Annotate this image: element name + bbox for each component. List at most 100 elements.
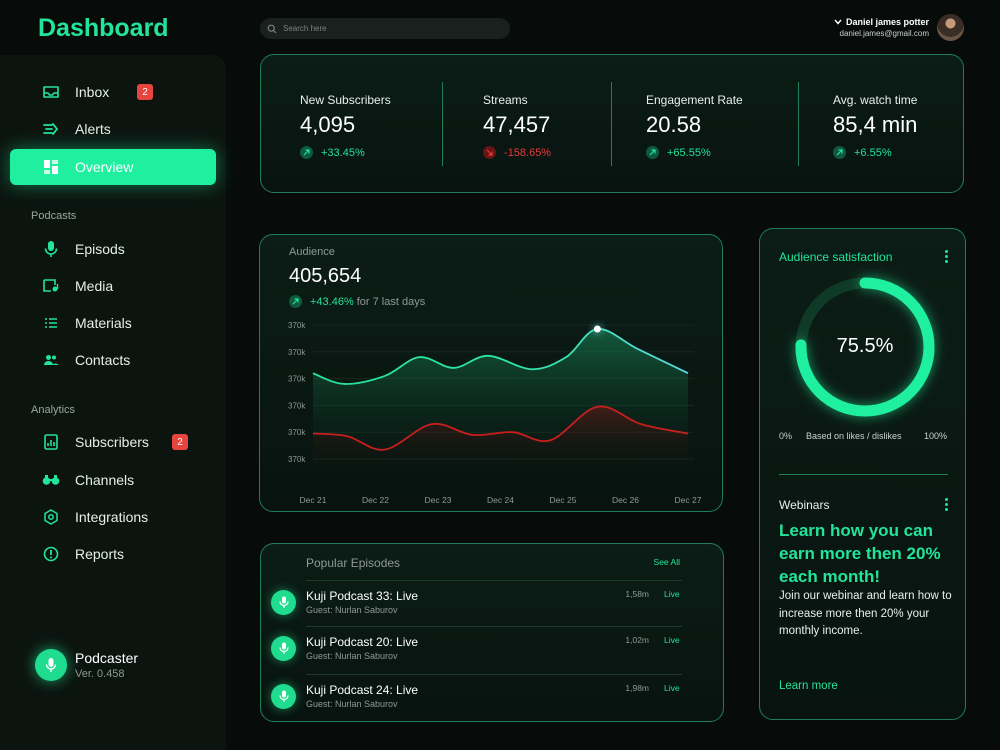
stat-value: 85,4 min — [833, 112, 918, 137]
stat-value: 4,095 — [300, 112, 356, 137]
gauge-min-label: 0% — [779, 431, 793, 441]
stat-streams: Streams 47,457 -158.65% — [483, 93, 551, 159]
stat-value: 47,457 — [483, 112, 551, 137]
x-tick-label: Dec 23 — [425, 495, 452, 505]
episode-name: Kuji Podcast 33: Live — [306, 589, 419, 603]
chevron-down-icon[interactable] — [834, 19, 842, 25]
stat-label: Engagement Rate — [646, 93, 743, 107]
podcaster-title: Podcaster — [75, 650, 139, 666]
sidebar-item-contacts[interactable]: Contacts — [10, 342, 216, 378]
contacts-icon — [41, 350, 61, 370]
x-tick-label: Dec 27 — [675, 495, 702, 505]
satisfaction-title: Audience satisfaction — [779, 250, 893, 264]
sidebar-item-reports[interactable]: Reports — [10, 536, 216, 572]
sidebar-item-materials[interactable]: Materials — [10, 305, 216, 341]
episode-guest: Guest: Nurlan Saburov — [306, 699, 398, 709]
y-tick-label: 370k — [288, 321, 306, 330]
divider — [798, 82, 799, 166]
series-line[interactable] — [312, 405, 689, 451]
audience-chart[interactable]: 370k 370k 370k 370k 370k 370k Dec 21 Dec 22 Dec… — [260, 235, 724, 513]
episode-name: Kuji Podcast 20: Live — [306, 635, 419, 649]
podcaster-version: Ver. 0.458 — [75, 668, 125, 680]
episode-status: Live — [664, 589, 680, 599]
sidebar-item-alerts[interactable]: Alerts — [10, 111, 216, 147]
sidebar-item-label: Alerts — [75, 121, 111, 137]
webinars-label: Webinars — [779, 498, 830, 512]
stat-label: Avg. watch time — [833, 93, 918, 107]
app-logo: Dashboard — [38, 14, 169, 42]
sidebar-item-inbox[interactable]: Inbox 2 — [10, 74, 216, 110]
series-line[interactable] — [312, 328, 689, 385]
sidebar-item-episods[interactable]: Episods — [10, 231, 216, 267]
more-vertical-icon[interactable] — [944, 498, 948, 511]
sidebar-item-label: Overview — [75, 159, 134, 175]
x-tick-label: Dec 22 — [362, 495, 389, 505]
list-item[interactable]: Kuji Podcast 24: Live Guest: Nurlan Sabu… — [261, 674, 725, 720]
webinars-body: Join our webinar and learn how to increa… — [779, 590, 952, 637]
arrow-up-right-icon — [300, 146, 313, 159]
stat-engagement-rate: Engagement Rate 20.58 +65.55% — [646, 93, 743, 159]
podcaster-profile[interactable]: Podcaster Ver. 0.458 — [35, 649, 138, 681]
episode-listens: 1,98m — [625, 683, 649, 693]
media-icon — [41, 276, 61, 296]
y-tick-label: 370k — [288, 428, 306, 437]
stats-card: New Subscribers 4,095 +33.45% Streams 47… — [260, 54, 964, 193]
search-input[interactable] — [283, 24, 503, 33]
integrations-icon — [41, 507, 61, 527]
avatar[interactable] — [937, 14, 964, 41]
popular-episodes-title: Popular Episodes — [306, 556, 401, 570]
episode-guest: Guest: Nurlan Saburov — [306, 651, 398, 661]
divider — [611, 82, 612, 166]
sidebar-item-channels[interactable]: Channels — [10, 462, 216, 498]
gauge-caption: Based on likes / dislikes — [806, 431, 902, 441]
satisfaction-value: 75.5% — [836, 335, 894, 357]
x-tick-label: Dec 25 — [550, 495, 577, 505]
y-tick-label: 370k — [288, 375, 306, 384]
sidebar: Inbox 2 Alerts Overview Podcasts Episods… — [0, 55, 226, 750]
stat-change: +65.55% — [646, 146, 743, 159]
stat-label: Streams — [483, 93, 528, 107]
stat-new-subscribers: New Subscribers 4,095 +33.45% — [300, 93, 391, 159]
sidebar-item-label: Media — [75, 278, 114, 294]
subscribers-icon — [41, 432, 61, 452]
episode-status: Live — [664, 635, 680, 645]
sidebar-item-media[interactable]: Media — [10, 268, 216, 304]
audience-card: Audience 405,654 +43.46% for 7 last days… — [259, 234, 723, 512]
search-bar[interactable] — [260, 18, 510, 39]
sidebar-item-label: Episods — [75, 241, 125, 257]
see-all-link[interactable]: See All — [653, 557, 680, 567]
list-item[interactable]: Kuji Podcast 20: Live Guest: Nurlan Sabu… — [261, 626, 725, 672]
divider — [442, 82, 443, 166]
sidebar-item-integrations[interactable]: Integrations — [10, 499, 216, 535]
satisfaction-gauge — [795, 277, 935, 417]
x-tick-label: Dec 26 — [612, 495, 639, 505]
x-tick-label: Dec 24 — [487, 495, 514, 505]
section-label-analytics: Analytics — [31, 404, 76, 416]
search-icon — [267, 23, 279, 35]
user-email: daniel.james@gmail.com — [839, 29, 930, 38]
inbox-icon — [41, 82, 61, 102]
user-info[interactable]: Daniel james potter daniel.james@gmail.c… — [834, 17, 929, 38]
y-tick-label: 370k — [288, 401, 306, 410]
y-tick-label: 370k — [288, 455, 306, 464]
audience-label: Audience — [289, 246, 335, 258]
sidebar-item-subscribers[interactable]: Subscribers 2 — [10, 424, 216, 460]
more-vertical-icon[interactable] — [944, 250, 948, 263]
microphone-icon — [271, 684, 296, 709]
list-item[interactable]: Kuji Podcast 33: Live Guest: Nurlan Sabu… — [261, 580, 725, 626]
microphone-icon — [41, 239, 61, 259]
overview-icon — [41, 157, 61, 177]
x-tick-label: Dec 21 — [300, 495, 327, 505]
highlight-point[interactable] — [593, 325, 601, 333]
episode-listens: 1,58m — [625, 589, 649, 599]
learn-more-link[interactable]: Learn more — [779, 680, 838, 692]
inbox-badge: 2 — [137, 84, 153, 100]
episode-listens: 1,02m — [625, 635, 649, 645]
y-tick-label: 370k — [288, 348, 306, 357]
sidebar-item-label: Reports — [75, 546, 125, 562]
alerts-icon — [41, 119, 61, 139]
user-menu[interactable]: Daniel james potter daniel.james@gmail.c… — [834, 14, 964, 41]
sidebar-item-label: Subscribers — [75, 434, 149, 450]
channels-icon — [41, 470, 61, 490]
sidebar-item-overview[interactable]: Overview — [10, 149, 216, 185]
